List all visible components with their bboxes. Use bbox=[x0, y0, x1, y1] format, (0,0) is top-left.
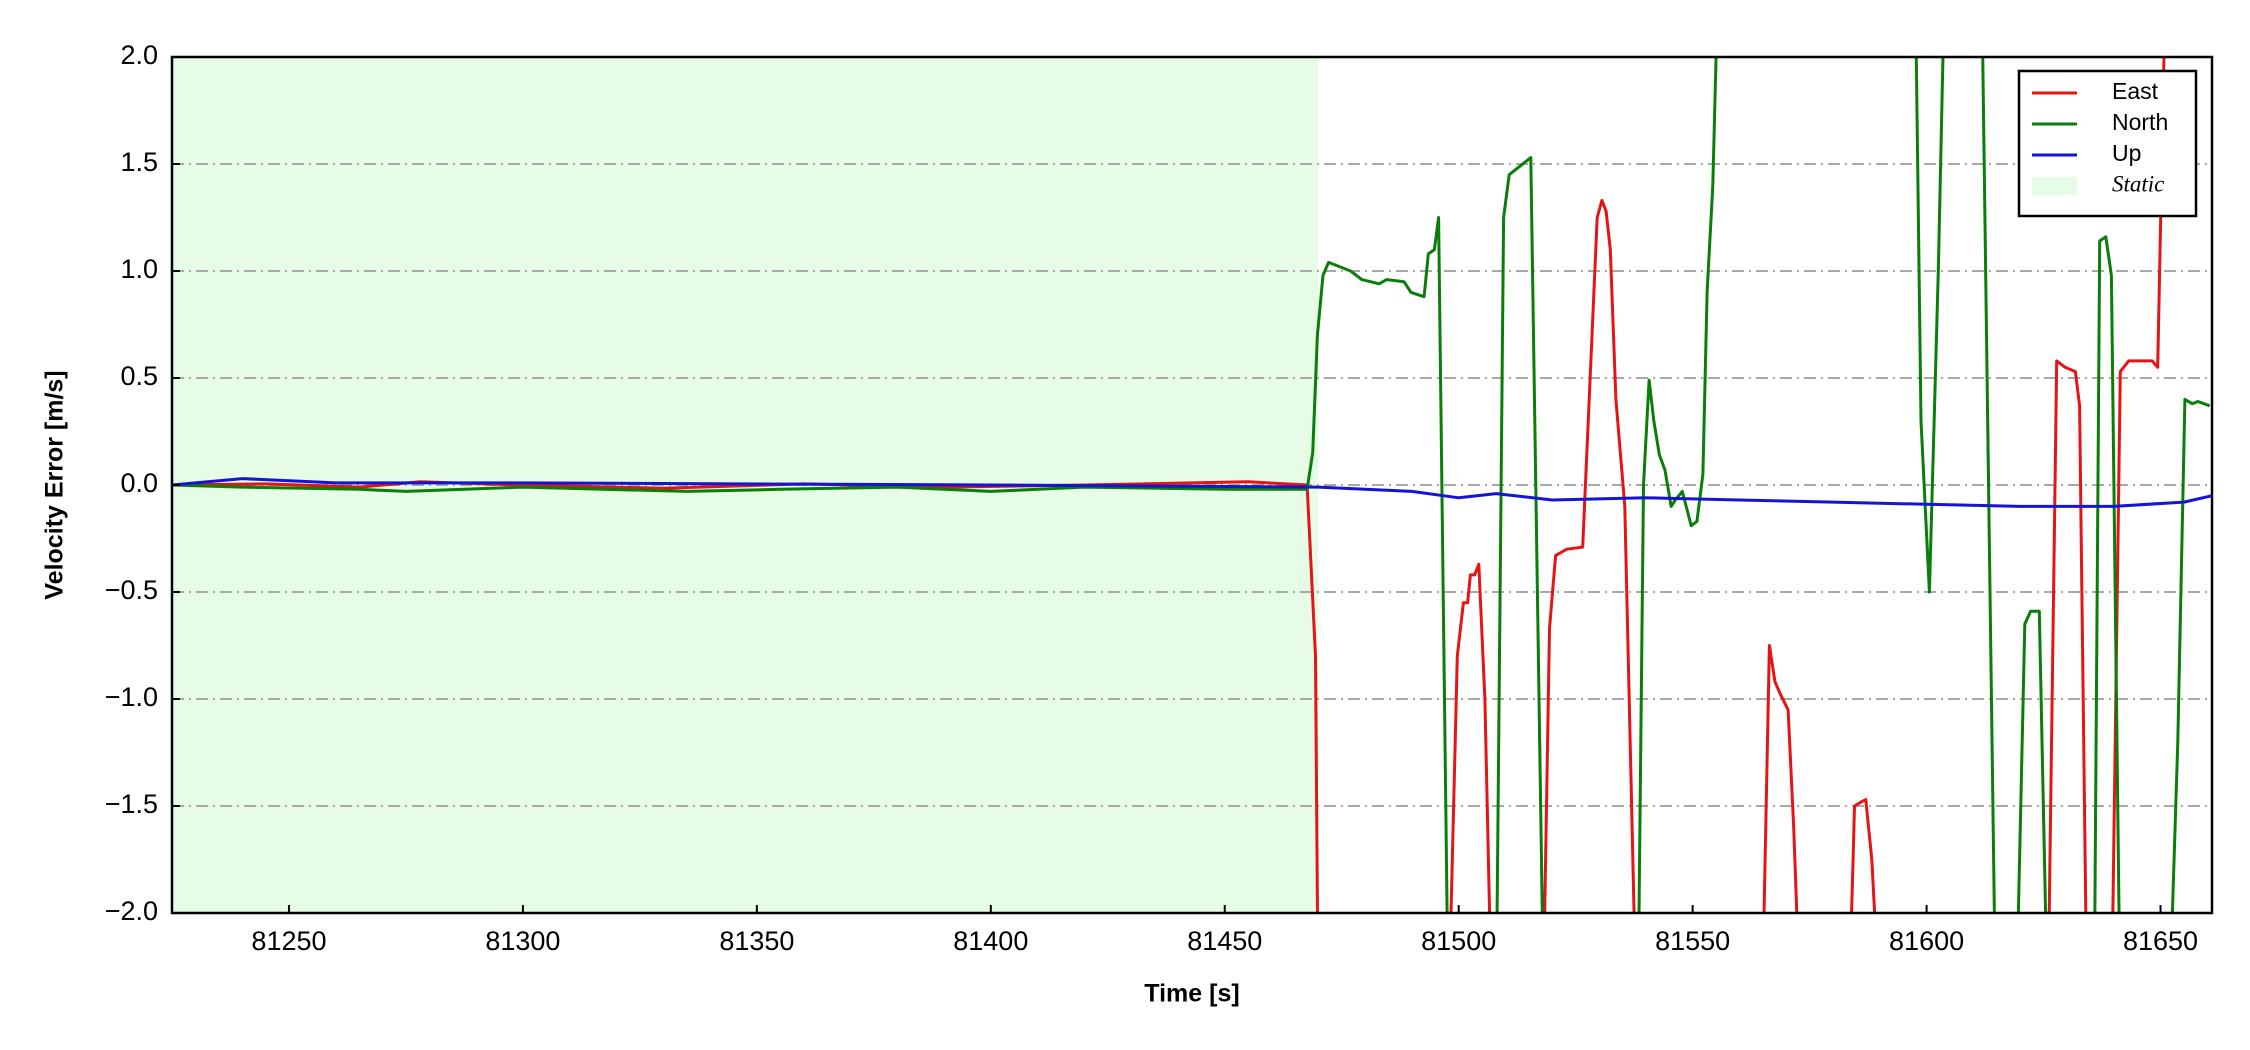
x-tick-label: 81650 bbox=[2123, 926, 2198, 956]
legend: East North Up Static bbox=[2017, 69, 2198, 218]
y-tick-label: 1.0 bbox=[120, 254, 158, 284]
y-tick-label: −1.5 bbox=[105, 789, 158, 819]
x-tick-label: 81250 bbox=[251, 926, 326, 956]
legend-swatch bbox=[2032, 177, 2077, 195]
legend-label: North bbox=[2112, 109, 2168, 135]
x-axis-label: Time [s] bbox=[1144, 980, 1239, 1008]
x-tick-label: 81350 bbox=[719, 926, 794, 956]
x-tick-label: 81300 bbox=[485, 926, 560, 956]
x-tick-label: 81400 bbox=[953, 926, 1028, 956]
legend-label: Up bbox=[2112, 140, 2141, 166]
legend-label: Static bbox=[2112, 171, 2164, 196]
y-tick-label: −2.0 bbox=[105, 896, 158, 926]
y-tick-label: 0.0 bbox=[120, 468, 158, 498]
x-tick-label: 81500 bbox=[1421, 926, 1496, 956]
y-tick-label: −0.5 bbox=[105, 575, 158, 605]
y-tick-label: 1.5 bbox=[120, 147, 158, 177]
x-tick-label: 81450 bbox=[1187, 926, 1262, 956]
legend-label: East bbox=[2112, 78, 2159, 104]
y-tick-label: 0.5 bbox=[120, 361, 158, 391]
y-tick-label: 2.0 bbox=[120, 40, 158, 70]
x-tick-label: 81600 bbox=[1889, 926, 1964, 956]
plot-frame bbox=[170, 55, 2214, 915]
series-line bbox=[172, 57, 2166, 913]
y-tick-label: −1.0 bbox=[105, 682, 158, 712]
plot-area bbox=[172, 57, 2212, 913]
series-line bbox=[172, 57, 2211, 913]
series-line bbox=[172, 477, 2212, 508]
y-axis-label: Velocity Error [m/s] bbox=[41, 370, 69, 599]
axes: −2.0 −1.5 −1.0 −0.5 0.0 0.5 1.0 1.5 2.0 81250 8130… bbox=[105, 40, 2214, 956]
x-tick-label: 81550 bbox=[1655, 926, 1730, 956]
